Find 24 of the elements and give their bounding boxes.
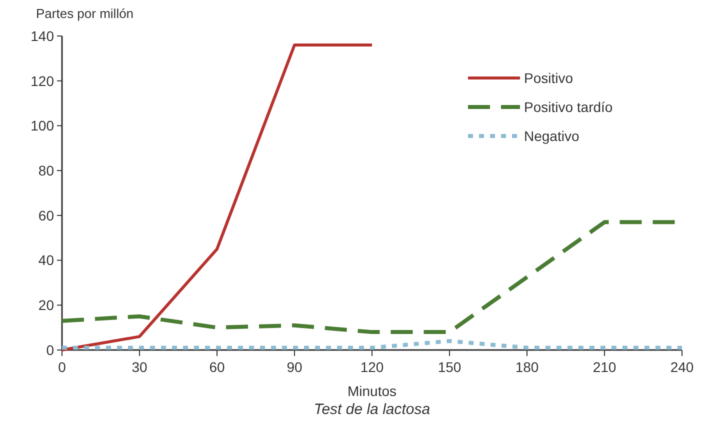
legend-label: Positivo tardío (524, 98, 613, 115)
legend-label: Negativo (524, 128, 580, 144)
legend-label: Positivo (524, 70, 574, 86)
x-tick-label: 60 (209, 359, 225, 375)
x-axis-title: Minutos (347, 383, 397, 399)
x-tick-label: 210 (592, 359, 616, 375)
x-tick-label: 0 (58, 359, 66, 375)
x-tick-label: 120 (360, 359, 384, 375)
x-tick-label: 90 (286, 359, 302, 375)
x-tick-label: 180 (515, 359, 539, 375)
y-tick-label: 40 (38, 252, 54, 268)
y-tick-label: 140 (30, 28, 54, 44)
x-tick-label: 240 (670, 359, 694, 375)
y-tick-label: 20 (38, 297, 54, 314)
line-series (60, 43, 374, 352)
y-tick-label: 60 (38, 207, 54, 224)
y-tick-label: 0 (46, 342, 54, 358)
y-tick-label: 100 (30, 118, 54, 134)
text: Test de la lactosa (314, 401, 430, 418)
y-axis-title: Partes por millón (36, 6, 134, 21)
y-tick-label: 80 (38, 162, 54, 178)
x-tick-label: 30 (132, 359, 148, 375)
x-tick-label: 150 (438, 359, 462, 375)
y-tick-label: 120 (30, 72, 54, 89)
